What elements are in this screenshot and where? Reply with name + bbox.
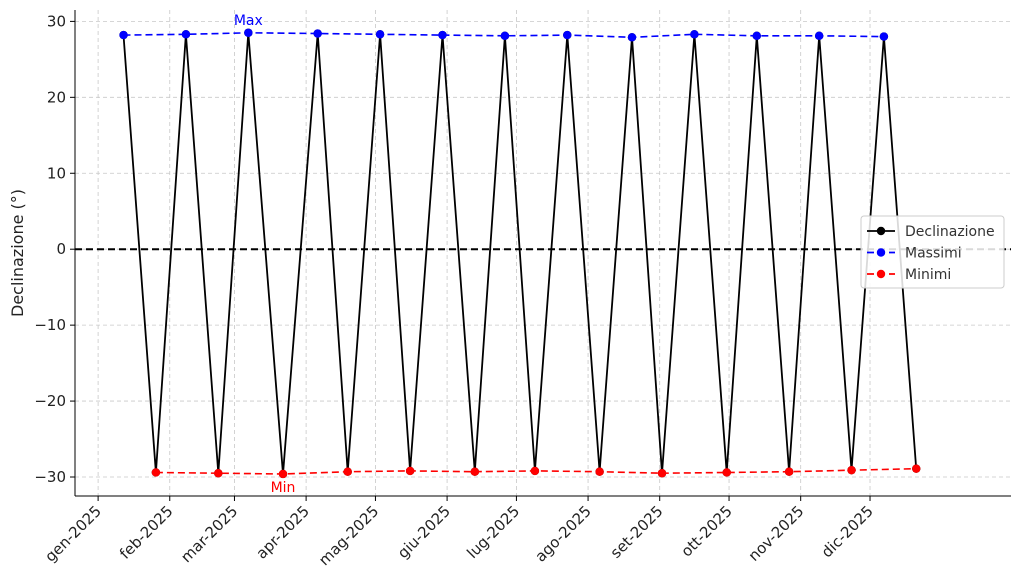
- data-point-minimi: [151, 468, 161, 477]
- data-point-minimi: [657, 469, 667, 478]
- legend-box: [860, 215, 1005, 289]
- data-point-massimi: [181, 30, 191, 39]
- data-point-massimi: [752, 31, 761, 41]
- annotation-max: Max: [234, 13, 263, 29]
- annotation-min: Min: [271, 480, 296, 496]
- data-point-minimi: [405, 466, 415, 476]
- legend-label: Minimi: [905, 267, 951, 283]
- data-point-massimi: [244, 28, 253, 37]
- data-point-minimi: [470, 467, 480, 476]
- y-axis-label: Declinazione (°): [8, 189, 27, 317]
- y-tick-label: 10: [47, 164, 66, 182]
- x-tick-label: apr-2025: [252, 502, 312, 562]
- x-tick-label: ago-2025: [531, 502, 594, 565]
- data-point-massimi: [313, 29, 322, 38]
- data-point-massimi: [438, 30, 447, 40]
- series-group: [119, 28, 921, 479]
- legend-swatch-marker: [876, 226, 886, 236]
- data-point-minimi: [784, 467, 794, 476]
- data-point-massimi: [119, 30, 128, 40]
- legend-swatch-marker: [876, 269, 886, 279]
- data-point-minimi: [214, 469, 223, 478]
- y-tick-label: −20: [34, 392, 66, 410]
- data-point-minimi: [278, 469, 288, 479]
- legend-label: Massimi: [905, 246, 962, 262]
- data-point-massimi: [814, 31, 824, 41]
- legend-label: Declinazione: [905, 224, 995, 240]
- x-tick-label: ott-2025: [678, 502, 736, 560]
- y-tick-label: −30: [34, 468, 66, 486]
- legend: Declinazione Massimi Minimi: [860, 215, 1005, 289]
- data-point-minimi: [722, 468, 731, 477]
- y-tick-label: 30: [47, 12, 66, 30]
- data-point-minimi: [912, 464, 921, 473]
- x-tick-label: mar-2025: [177, 502, 241, 566]
- data-point-minimi: [530, 466, 540, 476]
- x-tick-label: lug-2025: [463, 502, 523, 562]
- y-tick-label: 0: [56, 240, 66, 258]
- data-point-minimi: [595, 467, 604, 476]
- data-point-massimi: [627, 33, 637, 42]
- data-point-massimi: [563, 30, 572, 40]
- data-point-massimi: [690, 30, 699, 39]
- x-tick-label: mag-2025: [315, 502, 382, 569]
- data-point-minimi: [847, 465, 856, 475]
- x-tick-label: giu-2025: [394, 502, 454, 562]
- legend-swatch-marker: [876, 248, 886, 257]
- data-point-minimi: [343, 467, 352, 476]
- x-tick-label: feb-2025: [116, 502, 177, 563]
- tick-labels: −30 −20 −10 0 10 20 30 gen-2025 feb-2025 mar-2025…: [34, 12, 877, 569]
- data-point-massimi: [500, 31, 510, 41]
- y-tick-label: 20: [47, 88, 66, 106]
- y-tick-label: −10: [34, 316, 66, 334]
- axes: [70, 10, 1011, 501]
- data-point-massimi: [879, 32, 889, 41]
- series-line-declinazione: [122, 32, 918, 475]
- x-tick-label: nov-2025: [745, 502, 808, 565]
- x-tick-label: set-2025: [607, 502, 667, 562]
- annotations: Max Min: [234, 13, 296, 496]
- x-tick-label: dic-2025: [818, 502, 877, 561]
- data-point-massimi: [375, 30, 385, 39]
- x-tick-label: gen-2025: [41, 502, 105, 566]
